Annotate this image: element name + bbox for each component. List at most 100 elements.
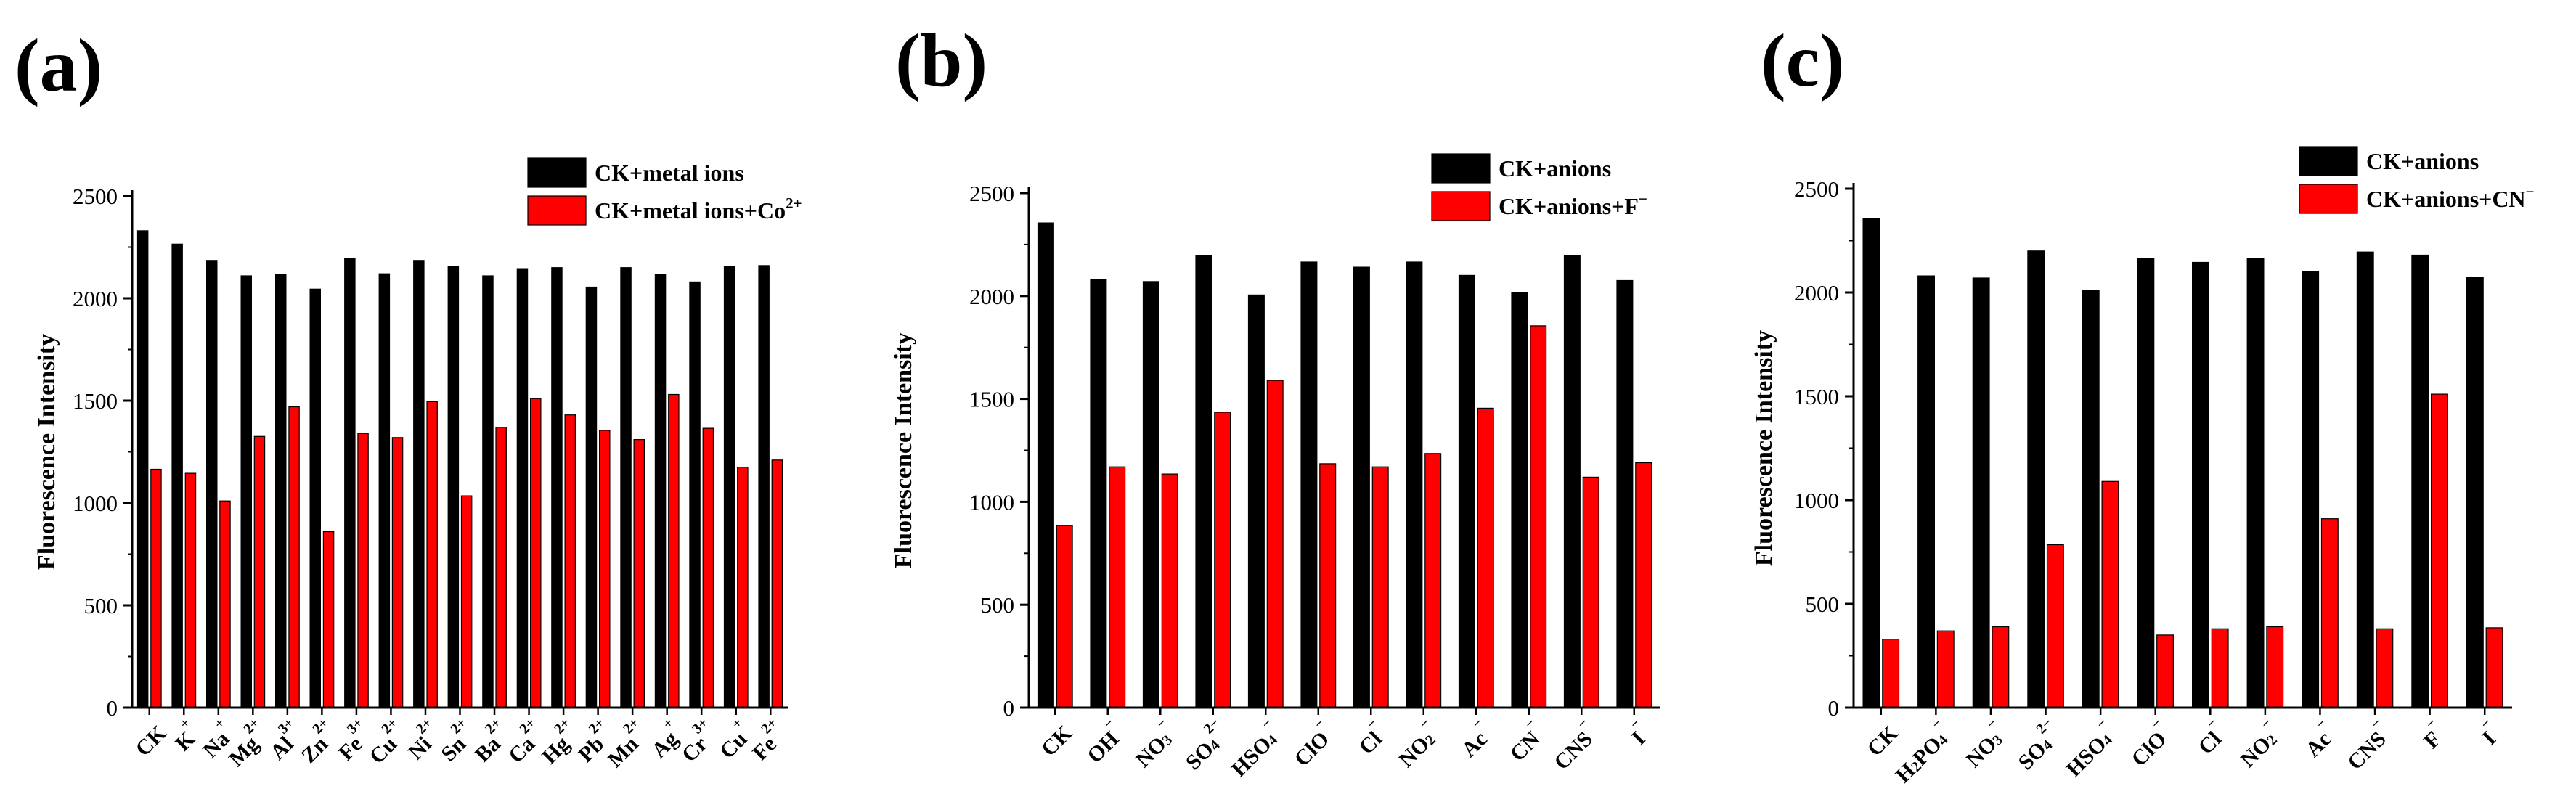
y-tick-label: 1500 — [969, 387, 1014, 412]
y-axis-label: Fluorescence Intensity — [1750, 330, 1777, 566]
bar-black-13 — [585, 286, 598, 708]
bar-black-12 — [551, 267, 563, 708]
bar-red-1 — [1109, 466, 1126, 708]
bar-black-5 — [2137, 258, 2155, 708]
bar-black-6 — [2192, 261, 2209, 708]
bar-black-4 — [1247, 294, 1265, 708]
y-tick-label: 2000 — [73, 286, 118, 311]
bar-red-12 — [564, 414, 576, 708]
x-tick-label: CN− — [1499, 715, 1551, 766]
bar-red-10 — [495, 427, 507, 708]
legend-swatch-red — [1431, 191, 1491, 221]
bar-black-4 — [2082, 290, 2100, 708]
x-tick-label: ClO− — [2121, 715, 2177, 772]
x-tick-label: Cl− — [1348, 715, 1393, 759]
bar-red-3 — [253, 435, 266, 708]
bar-black-7 — [2246, 258, 2265, 708]
y-tick-label: 2500 — [1794, 176, 1839, 202]
bar-red-4 — [288, 406, 300, 708]
bar-red-9 — [460, 495, 473, 708]
bar-red-15 — [668, 393, 680, 708]
bar-black-2 — [1142, 281, 1159, 708]
panel-b: (b) 0 500 1000 1500 2000 2500 CK OH−NO3−SO42−HSO… — [890, 19, 1660, 782]
x-tick-label: Ac− — [2294, 715, 2341, 762]
legend-swatch-black — [527, 157, 587, 188]
x-tick-label: NO3− — [1125, 715, 1182, 772]
bar-red-14 — [633, 438, 645, 708]
x-tick-label: HSO4− — [1220, 715, 1287, 782]
x-tick-label: K+ — [164, 715, 205, 756]
panel-label: (b) — [895, 19, 987, 102]
bar-black-5 — [309, 288, 322, 708]
bar-red-8 — [1477, 407, 1494, 708]
bar-black-17 — [723, 266, 735, 708]
y-tick-label: 2000 — [1794, 280, 1839, 306]
y-tick-label: 0 — [1003, 695, 1015, 721]
bar-black-1 — [1917, 275, 1935, 708]
bar-black-2 — [206, 260, 218, 708]
x-tick-label: NO3− — [1955, 715, 2013, 772]
x-tick-label: OH− — [1076, 715, 1129, 768]
bar-black-18 — [758, 265, 770, 708]
bar-red-18 — [771, 459, 783, 708]
legend-label-black: CK+anions — [1499, 155, 1611, 181]
bar-red-11 — [1635, 462, 1652, 708]
bar-black-0 — [1037, 222, 1054, 708]
bar-black-4 — [275, 274, 287, 708]
bar-black-11 — [516, 268, 529, 708]
bar-black-6 — [344, 258, 356, 708]
x-tick-label: CK — [1862, 721, 1903, 761]
bar-black-1 — [171, 243, 183, 708]
bar-red-5 — [2156, 634, 2174, 708]
bar-red-10 — [2431, 393, 2448, 708]
x-tick-label: Zn2+ — [290, 715, 343, 768]
bar-red-6 — [1371, 466, 1389, 708]
bar-red-3 — [2046, 544, 2064, 708]
y-tick-label: 500 — [84, 593, 118, 618]
x-tick-label: Cu2+ — [359, 715, 412, 769]
bar-red-7 — [2266, 626, 2284, 708]
x-tick-label: CK — [1037, 721, 1077, 761]
panel-label: (a) — [15, 24, 102, 107]
bar-black-10 — [2411, 254, 2429, 708]
legend-label-red: CK+metal ions+Co2+ — [595, 195, 802, 224]
bar-black-3 — [1195, 255, 1212, 708]
bar-red-8 — [2320, 518, 2339, 708]
x-tick-label: SO42− — [1175, 715, 1234, 774]
x-tick-label: CK — [131, 721, 171, 761]
bar-red-13 — [598, 430, 611, 708]
bar-red-0 — [1882, 638, 1900, 708]
x-tick-label: Ni2+ — [397, 715, 447, 764]
bar-black-9 — [447, 266, 460, 708]
bar-black-8 — [2302, 271, 2320, 708]
x-tick-label: Cu+ — [709, 715, 757, 764]
bar-black-10 — [482, 275, 494, 708]
y-tick-label: 0 — [1828, 695, 1840, 721]
bar-black-7 — [1406, 261, 1423, 708]
y-tick-label: 500 — [981, 592, 1015, 618]
bar-black-3 — [2027, 250, 2045, 708]
x-tick-label: CNS− — [2336, 715, 2396, 774]
bar-black-6 — [1353, 266, 1370, 708]
legend-label-red: CK+anions+CN− — [2366, 183, 2535, 212]
bar-black-8 — [1458, 274, 1475, 708]
x-tick-label: ClO− — [1284, 715, 1340, 772]
bar-red-8 — [426, 401, 438, 708]
bar-black-9 — [2356, 251, 2374, 708]
x-tick-label: HSO4− — [2055, 715, 2122, 782]
bar-red-17 — [737, 467, 749, 708]
bar-black-11 — [2466, 277, 2484, 708]
y-tick-label: 1000 — [969, 489, 1014, 515]
bar-red-16 — [702, 427, 714, 708]
y-tick-label: 2500 — [73, 184, 118, 209]
legend-label-black: CK+anions — [2366, 148, 2479, 174]
x-tick-label: CNS− — [1543, 715, 1602, 774]
bar-black-10 — [1563, 255, 1581, 708]
x-tick-label: I− — [2471, 715, 2506, 750]
y-tick-label: 1500 — [73, 388, 118, 414]
x-tick-label: I− — [1621, 715, 1655, 750]
bar-red-5 — [1319, 463, 1337, 708]
